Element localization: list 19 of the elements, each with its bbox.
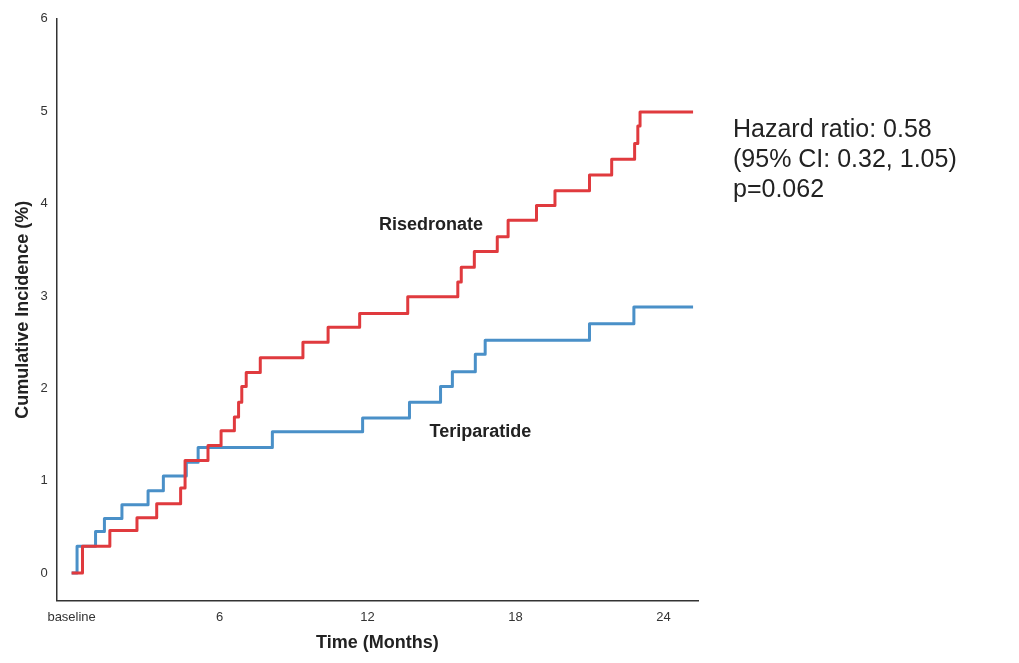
x-tick-label: 12 xyxy=(360,609,375,625)
text: (95% CI: 0.32, 1.05) xyxy=(733,143,957,173)
x-tick-label: 24 xyxy=(656,609,671,625)
y-tick-label: 6 xyxy=(40,10,48,26)
y-tick-label: 3 xyxy=(40,287,48,303)
y-tick-label: 4 xyxy=(40,195,48,211)
y-axis-title: Cumulative Incidence (%) xyxy=(11,200,32,419)
y-tick-label: 2 xyxy=(40,379,48,395)
series-label: Risedronate xyxy=(379,214,484,235)
text: Hazard ratio: 0.58 xyxy=(733,113,933,143)
text: p=0.062 xyxy=(733,173,826,203)
x-tick-label: 18 xyxy=(508,609,523,625)
y-tick-label: 1 xyxy=(40,472,48,488)
y-tick-label: 0 xyxy=(40,564,48,580)
series-label: Teriparatide xyxy=(429,421,532,442)
x-axis-title: Time (Months) xyxy=(316,632,439,653)
x-tick-label: baseline xyxy=(47,609,96,625)
y-tick-label: 5 xyxy=(40,102,48,118)
x-tick-label: 6 xyxy=(215,609,224,625)
